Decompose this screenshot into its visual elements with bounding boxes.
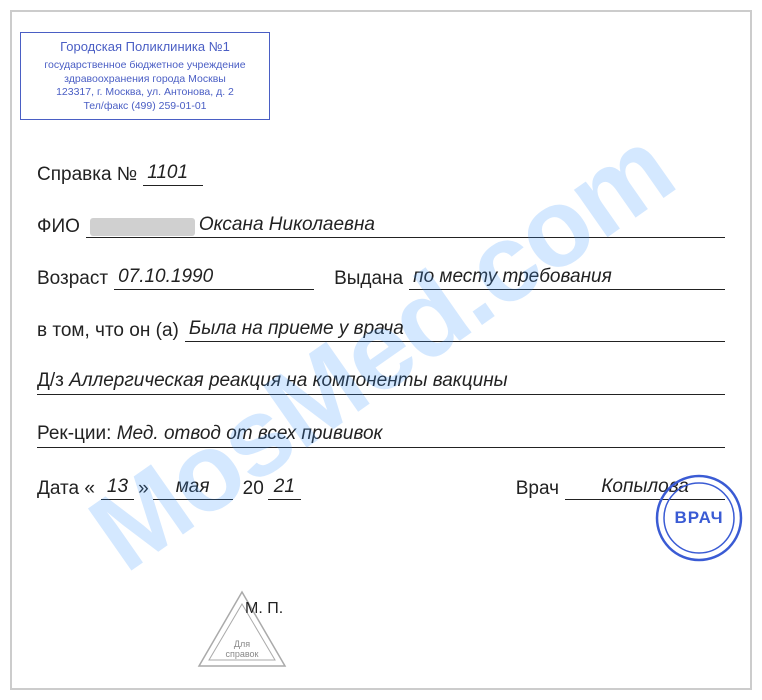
fio-row: ФИО Оксана Николаевна xyxy=(37,214,725,238)
doctor-stamp-text: ВРАЧ xyxy=(674,508,723,528)
cert-number: 1101 xyxy=(143,162,203,186)
date-doctor-row: Дата « 13 » мая 20 21 Врач Копылова xyxy=(37,476,725,500)
issued-label: Выдана xyxy=(334,268,403,290)
clinic-line3: 123317, г. Москва, ул. Антонова, д. 2 xyxy=(25,86,265,100)
cert-label: Справка № xyxy=(37,164,137,186)
mp-triangle-stamp: М. П. Для справок xyxy=(197,590,287,668)
clinic-line4: Тел/факс (499) 259-01-01 xyxy=(25,100,265,114)
doctor-label: Врач xyxy=(516,478,559,500)
date-label: Дата « xyxy=(37,478,95,500)
document-paper: MosMed.com Городская Поликлиника №1 госу… xyxy=(10,10,752,690)
clinic-title: Городская Поликлиника №1 xyxy=(25,39,265,56)
that-label: в том, что он (а) xyxy=(37,320,179,342)
fio-label: ФИО xyxy=(37,216,80,238)
mp-inner-text: Для справок xyxy=(197,640,287,660)
date-year-prefix: 20 xyxy=(243,478,264,500)
rec-label: Рек-ции: xyxy=(37,423,111,444)
fio-redacted xyxy=(90,218,195,236)
date-day: 13 xyxy=(101,476,134,500)
fio-value: Оксана Николаевна xyxy=(199,214,375,236)
clinic-stamp: Городская Поликлиника №1 государственное… xyxy=(20,32,270,120)
rec-value: Мед. отвод от всех прививок xyxy=(117,423,383,444)
form-content: Справка № 1101 ФИО Оксана Николаевна Воз… xyxy=(37,162,725,510)
diag-value: Аллергическая реакция на компоненты вакц… xyxy=(69,370,508,391)
age-value: 07.10.1990 xyxy=(114,266,314,290)
clinic-line2: здравоохранения города Москвы xyxy=(25,73,265,87)
mp-stamp-area: М. П. Для справок xyxy=(197,590,287,668)
diag-label: Д/з xyxy=(37,370,64,391)
date-year: 21 xyxy=(268,476,301,500)
that-value: Была на приеме у врача xyxy=(185,318,725,342)
date-month: мая xyxy=(153,476,233,500)
date-mid: » xyxy=(138,478,149,500)
rec-row: Рек-ции: Мед. отвод от всех прививок xyxy=(37,423,725,448)
doctor-round-stamp: ВРАЧ xyxy=(654,473,744,563)
issued-value: по месту требования xyxy=(409,266,725,290)
age-label: Возраст xyxy=(37,268,108,290)
mp-label: М. П. xyxy=(245,600,283,618)
cert-number-row: Справка № 1101 xyxy=(37,162,725,186)
that-row: в том, что он (а) Была на приеме у врача xyxy=(37,318,725,342)
clinic-line1: государственное бюджетное учреждение xyxy=(25,59,265,73)
diag-row: Д/з Аллергическая реакция на компоненты … xyxy=(37,370,725,395)
age-issued-row: Возраст 07.10.1990 Выдана по месту требо… xyxy=(37,266,725,290)
